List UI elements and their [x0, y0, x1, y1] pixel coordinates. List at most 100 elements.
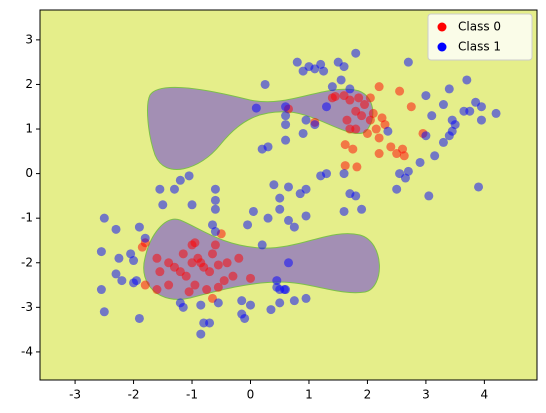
point: [360, 100, 370, 110]
point: [292, 57, 302, 67]
point: [213, 282, 223, 292]
point: [345, 84, 355, 94]
point: [237, 296, 247, 306]
point: [263, 213, 273, 223]
point: [181, 271, 191, 281]
point: [365, 93, 375, 103]
y-tick-label: 3: [25, 32, 33, 46]
point: [322, 169, 332, 179]
y-tick-label: 1: [25, 122, 33, 136]
point: [357, 111, 367, 121]
point: [222, 258, 232, 268]
point: [251, 103, 261, 113]
point: [339, 62, 349, 72]
legend-label: Class 1: [458, 40, 501, 54]
point: [403, 57, 413, 67]
point: [459, 106, 469, 116]
point: [427, 111, 437, 121]
legend-marker: [437, 22, 447, 32]
point: [447, 126, 457, 136]
point: [210, 195, 220, 205]
point: [175, 175, 185, 185]
point: [403, 166, 413, 176]
point: [243, 220, 253, 230]
point: [327, 93, 337, 103]
point: [169, 184, 179, 194]
point: [340, 161, 350, 171]
legend-box: [427, 13, 533, 61]
point: [228, 271, 238, 281]
point: [279, 285, 289, 295]
point: [96, 285, 106, 295]
point: [184, 171, 194, 181]
point: [284, 258, 293, 268]
x-tick-label: -3: [69, 388, 81, 402]
x-tick-label: 2: [364, 388, 372, 402]
point: [269, 180, 279, 190]
point: [111, 224, 121, 234]
point: [155, 184, 165, 194]
point: [491, 108, 501, 118]
point: [339, 169, 349, 179]
point: [187, 200, 197, 210]
x-tick-label: -1: [186, 388, 198, 402]
point: [289, 222, 299, 232]
x-tick-label: 1: [305, 388, 313, 402]
point: [301, 293, 311, 303]
point: [336, 75, 346, 85]
point: [374, 149, 384, 159]
point: [257, 240, 267, 250]
point: [245, 273, 255, 283]
y-tick-label: -1: [21, 211, 33, 225]
point: [406, 102, 416, 112]
point: [371, 124, 381, 134]
point: [205, 318, 215, 328]
point: [354, 93, 364, 103]
point: [476, 115, 486, 125]
point: [187, 258, 197, 268]
point: [447, 115, 457, 125]
point: [284, 182, 293, 192]
legend-marker: [437, 42, 447, 52]
legend-label: Class 0: [458, 20, 501, 34]
point: [281, 102, 291, 112]
point: [117, 276, 127, 286]
point: [424, 191, 434, 201]
point: [399, 151, 409, 161]
point: [196, 329, 206, 339]
point: [210, 240, 220, 250]
decision-region: [147, 86, 374, 170]
x-tick-label: 3: [422, 388, 430, 402]
point: [301, 211, 311, 221]
point: [327, 82, 337, 92]
point: [184, 287, 194, 297]
y-tick-label: -4: [21, 344, 33, 358]
point: [310, 120, 320, 130]
point: [462, 75, 472, 85]
point: [219, 276, 229, 286]
point: [383, 126, 393, 136]
plot-frame: [39, 9, 538, 381]
point: [158, 200, 168, 210]
point: [134, 313, 144, 323]
point: [190, 238, 200, 248]
point: [190, 280, 200, 290]
point: [298, 128, 308, 138]
point: [234, 253, 244, 263]
point: [438, 100, 448, 110]
point: [140, 280, 150, 290]
point: [178, 302, 188, 312]
point: [377, 113, 387, 123]
point: [374, 82, 384, 92]
point: [210, 184, 220, 194]
point: [289, 296, 299, 306]
point: [114, 253, 124, 263]
point: [319, 66, 329, 76]
point: [99, 307, 109, 317]
point: [213, 298, 223, 308]
y-tick-label: -3: [21, 300, 33, 314]
point: [340, 140, 350, 150]
axes: -3 -2 -1 0 1 2 3 4 -4 -3 -2 -1 0 1 2 3: [21, 32, 488, 401]
point: [99, 213, 109, 223]
point: [248, 206, 258, 216]
